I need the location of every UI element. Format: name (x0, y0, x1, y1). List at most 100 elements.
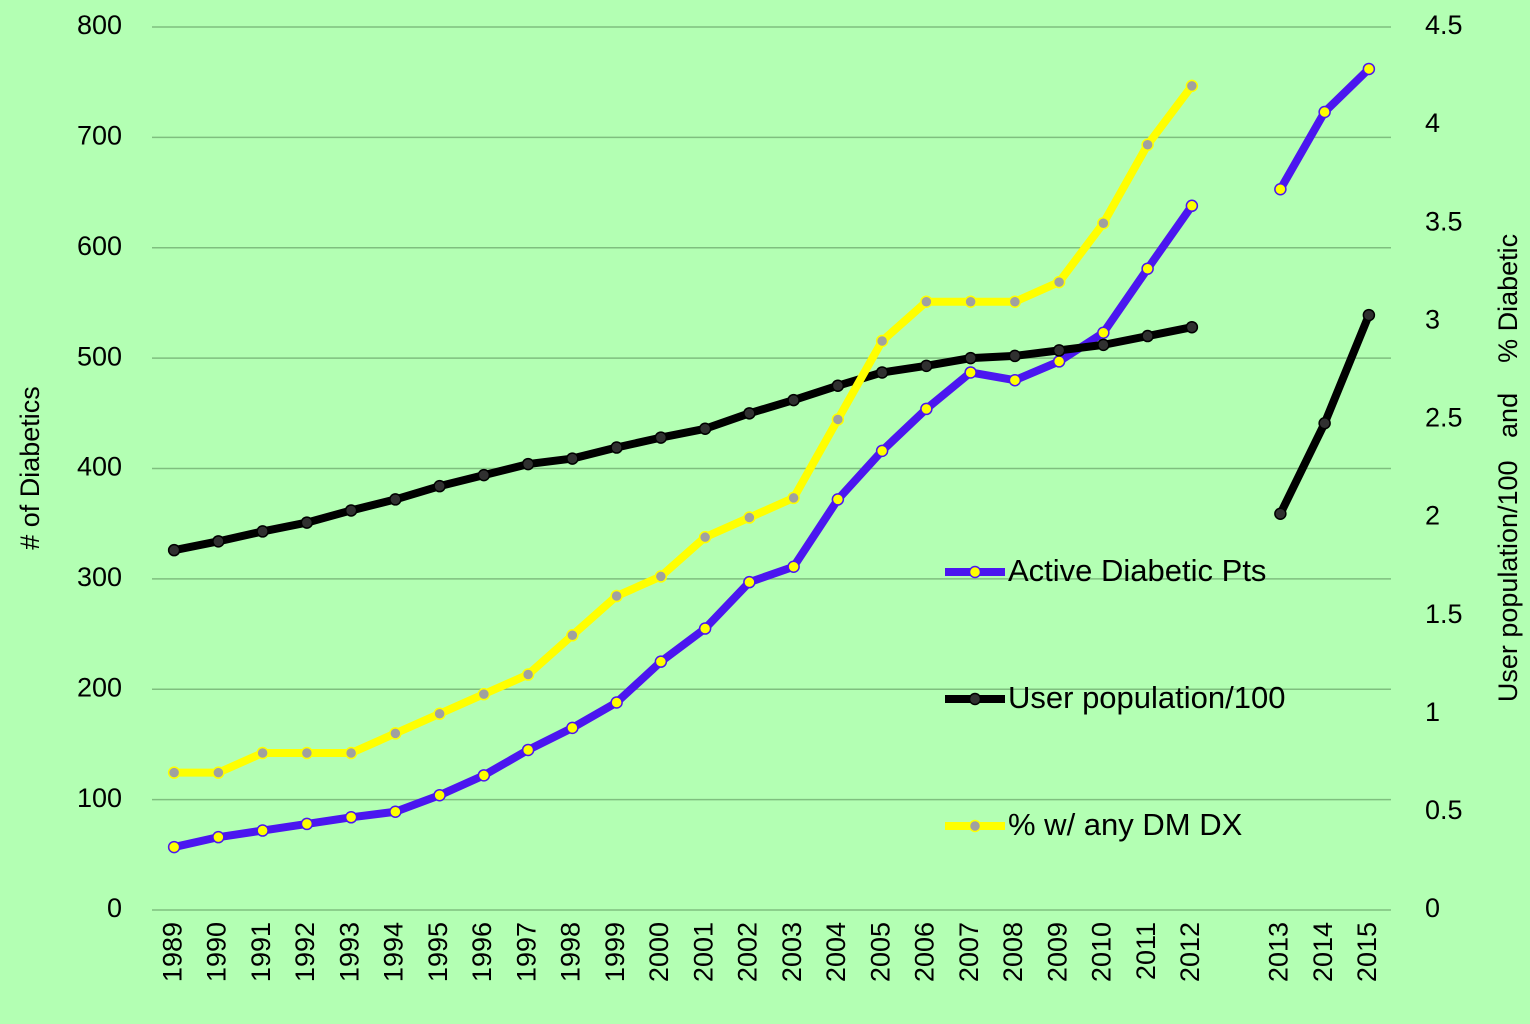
y2-tick-label: 4 (1425, 108, 1440, 138)
data-point (1318, 416, 1331, 430)
y-tick-label: 200 (77, 672, 122, 702)
x-tick-label: 2011 (1131, 922, 1161, 980)
data-point (698, 422, 712, 436)
data-point (743, 407, 756, 420)
data-point (389, 727, 402, 740)
x-tick-label: 1989 (157, 922, 187, 982)
x-tick-label: 2012 (1175, 922, 1205, 982)
y-tick-label: 500 (77, 341, 122, 371)
data-point (389, 493, 402, 506)
data-point (1052, 355, 1066, 368)
data-point (610, 696, 623, 709)
data-point (654, 570, 668, 583)
legend-label: Active Diabetic Pts (1008, 553, 1266, 588)
legend-marker (968, 565, 982, 579)
x-tick-label: 2010 (1087, 922, 1117, 982)
legend-label: % w/ any DM DX (1008, 807, 1243, 842)
data-point (1185, 79, 1199, 93)
data-point (1008, 295, 1022, 308)
legend-label: User population/100 (1008, 680, 1285, 715)
data-point (477, 687, 491, 701)
data-point (920, 402, 933, 416)
data-point (787, 491, 800, 505)
data-point (1141, 138, 1154, 151)
data-point (743, 575, 756, 589)
data-point (787, 560, 800, 573)
data-point (1097, 216, 1110, 230)
data-point (1008, 373, 1022, 387)
x-tick-label: 2007 (954, 922, 984, 982)
y-axis-title: # of Diabetics (15, 386, 45, 550)
data-point (1274, 183, 1287, 196)
data-point (167, 840, 181, 854)
data-point (300, 746, 314, 760)
data-point (831, 413, 845, 426)
data-point (1185, 320, 1199, 334)
x-tick-label: 2003 (777, 922, 807, 982)
y-tick-label: 0 (107, 893, 122, 923)
y2-tick-label: 3.5 (1425, 206, 1463, 236)
data-point (477, 769, 491, 782)
data-point (1141, 262, 1154, 275)
data-point (256, 746, 269, 760)
x-tick-label: 2001 (688, 922, 718, 982)
x-tick-label: 2013 (1264, 922, 1294, 982)
x-tick-label: 1990 (202, 922, 232, 982)
data-point (212, 535, 225, 548)
data-point (167, 543, 181, 557)
data-point (1052, 344, 1066, 357)
x-tick-label: 2002 (733, 922, 763, 982)
y-tick-label: 400 (77, 452, 122, 482)
y2-tick-label: 0 (1425, 893, 1440, 923)
data-point (964, 295, 977, 308)
x-tick-label: 1995 (423, 922, 453, 982)
x-tick-label: 1996 (467, 922, 497, 982)
data-point (212, 766, 225, 779)
y2-axis-title: User population/100 and % Diabetic (1493, 234, 1523, 702)
data-point (433, 707, 446, 721)
legend-marker (968, 692, 982, 706)
data-point (920, 295, 933, 308)
data-point (875, 334, 889, 348)
x-tick-label: 1994 (379, 922, 409, 982)
data-point (477, 468, 491, 482)
data-point (610, 589, 623, 603)
data-point (344, 746, 358, 760)
legend-marker (968, 819, 982, 833)
x-tick-label: 1997 (511, 922, 541, 982)
data-point (787, 393, 800, 407)
data-point (566, 629, 579, 642)
data-point (831, 379, 845, 392)
data-point (1185, 199, 1199, 213)
data-point (1052, 275, 1066, 289)
y2-tick-label: 3 (1425, 304, 1440, 334)
series-line (174, 83, 1196, 777)
x-tick-label: 1991 (246, 922, 276, 982)
data-point (743, 511, 756, 524)
data-point (920, 359, 933, 373)
data-point (566, 452, 579, 465)
data-point (1097, 326, 1110, 339)
data-point (212, 830, 225, 844)
data-point (521, 457, 535, 471)
y-tick-label: 600 (77, 231, 122, 261)
x-tick-label: 1992 (290, 922, 320, 982)
x-tick-label: 2009 (1042, 922, 1072, 982)
data-point (964, 351, 977, 365)
data-point (875, 444, 889, 458)
x-tick-label: 2008 (998, 922, 1028, 982)
y2-tick-label: 1.5 (1425, 599, 1463, 629)
x-tick-label: 1993 (334, 922, 364, 982)
data-point (256, 824, 269, 837)
y2-tick-label: 2.5 (1425, 403, 1463, 433)
y-tick-label: 800 (77, 10, 122, 40)
data-point (521, 668, 535, 681)
y2-tick-label: 0.5 (1425, 795, 1463, 825)
data-point (698, 622, 712, 635)
x-tick-label: 2004 (821, 922, 851, 982)
y2-tick-label: 1 (1425, 697, 1440, 727)
data-point (698, 530, 712, 544)
data-point (344, 504, 358, 517)
x-tick-label: 2015 (1352, 922, 1382, 982)
